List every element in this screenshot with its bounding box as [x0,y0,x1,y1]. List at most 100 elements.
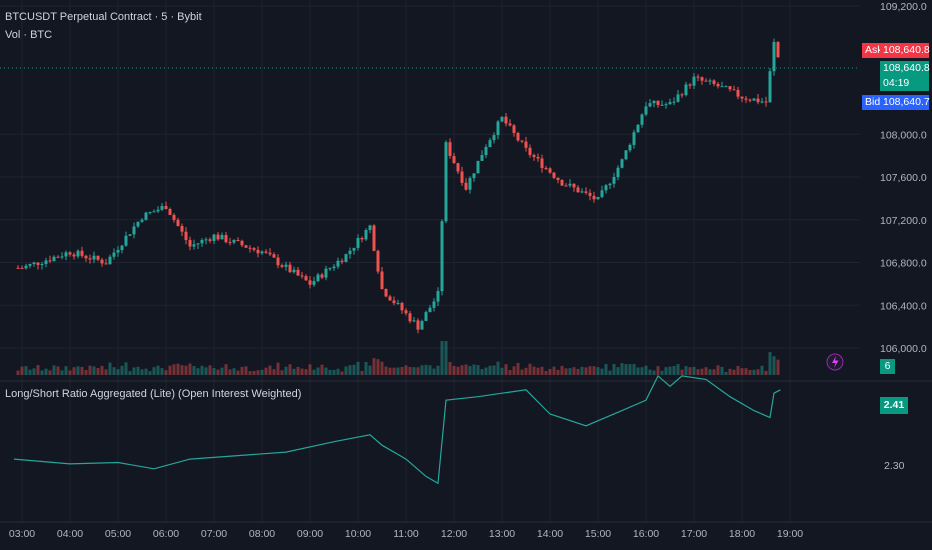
candle-body [296,269,300,276]
candle-body [692,76,696,86]
candle-body [128,234,132,236]
candle-body [328,268,332,270]
volume-bar [348,365,352,375]
candle-body [140,219,144,222]
candle-body [312,281,316,285]
candle-body [64,252,68,257]
candle-body [388,296,392,301]
candle-body [260,251,264,254]
candle-body [652,100,656,104]
volume-bar [408,366,412,375]
candle-body [620,159,624,168]
candle-body [416,320,420,330]
volume-bar [448,362,452,375]
volume-bar [400,367,404,375]
volume-bar [44,368,48,375]
candle-body [724,86,728,88]
candle-body [460,171,464,183]
volume-bar [616,367,620,375]
candle-body [736,89,740,97]
candle-body [264,251,268,253]
candle-body [256,249,260,254]
volume-bar [600,368,604,375]
candle-body [456,163,460,172]
ratio-axis-tick: 2.30 [884,460,905,472]
time-axis-tick: 19:00 [777,528,803,540]
volume-bar [592,366,596,375]
alert-icon[interactable] [826,353,844,371]
candle-body [492,135,496,141]
volume-bar [660,370,664,375]
candle-body [496,121,500,136]
candle-body [748,99,752,101]
volume-bar [332,369,336,375]
volume-bar [368,365,372,375]
candle-body [148,212,152,214]
volume-bar [744,368,748,375]
volume-bar [756,369,760,375]
candle-body [380,271,384,290]
volume-bar [144,368,148,375]
candle-body [28,263,32,266]
candle-body [40,264,44,266]
volume-bar [440,341,444,375]
candle-body [508,123,512,126]
candle-body [300,275,304,277]
candle-body [36,262,40,265]
candle-body [72,254,76,257]
volume-bar [460,365,464,375]
volume-bar [224,364,228,375]
candle-body [56,256,60,258]
volume-bar [656,366,660,375]
volume-bar [328,369,332,375]
volume-bar [708,369,712,375]
candle-body [728,86,732,90]
candle-body [576,187,580,193]
volume-bar [436,365,440,375]
candle-body [60,256,64,258]
candle-body [680,94,684,96]
volume-bar [420,365,424,375]
volume-bar [568,368,572,375]
volume-bar [264,367,268,375]
candle-body [592,195,596,200]
volume-bar [212,368,216,375]
volume-bar [748,370,752,375]
volume-bar [340,371,344,375]
volume-bar [172,364,176,375]
candle-body [704,80,708,82]
candle-body [124,235,128,246]
indicator-title: Long/Short Ratio Aggregated (Lite) (Open… [5,388,302,400]
volume-bar [648,369,652,375]
candle-body [536,156,540,159]
volume-bar [296,366,300,375]
volume-bar [508,370,512,375]
candle-body [520,140,524,142]
volume-bar [684,366,688,375]
volume-bar [160,368,164,375]
volume-bar [572,367,576,375]
volume-bar [504,364,508,375]
volume-bar [192,366,196,375]
volume-bar [548,368,552,375]
volume-bar [732,369,736,375]
volume-bar [56,366,60,375]
candle-body [308,280,312,285]
price-axis-tick: 106,400.0 [880,300,927,312]
candle-body [428,307,432,313]
volume-bar [372,358,376,375]
candle-body [320,274,324,278]
ratio-value-badge: 2.41 [880,397,908,414]
candle-body [716,83,720,87]
candle-body [408,313,412,322]
candle-body [568,183,572,186]
candle-body [76,250,80,257]
candle-body [580,191,584,193]
volume-bar [664,367,668,375]
candle-body [660,104,664,106]
volume-bar [488,365,492,375]
volume-bar [636,367,640,375]
candle-body [84,255,88,259]
candle-body [276,257,280,266]
